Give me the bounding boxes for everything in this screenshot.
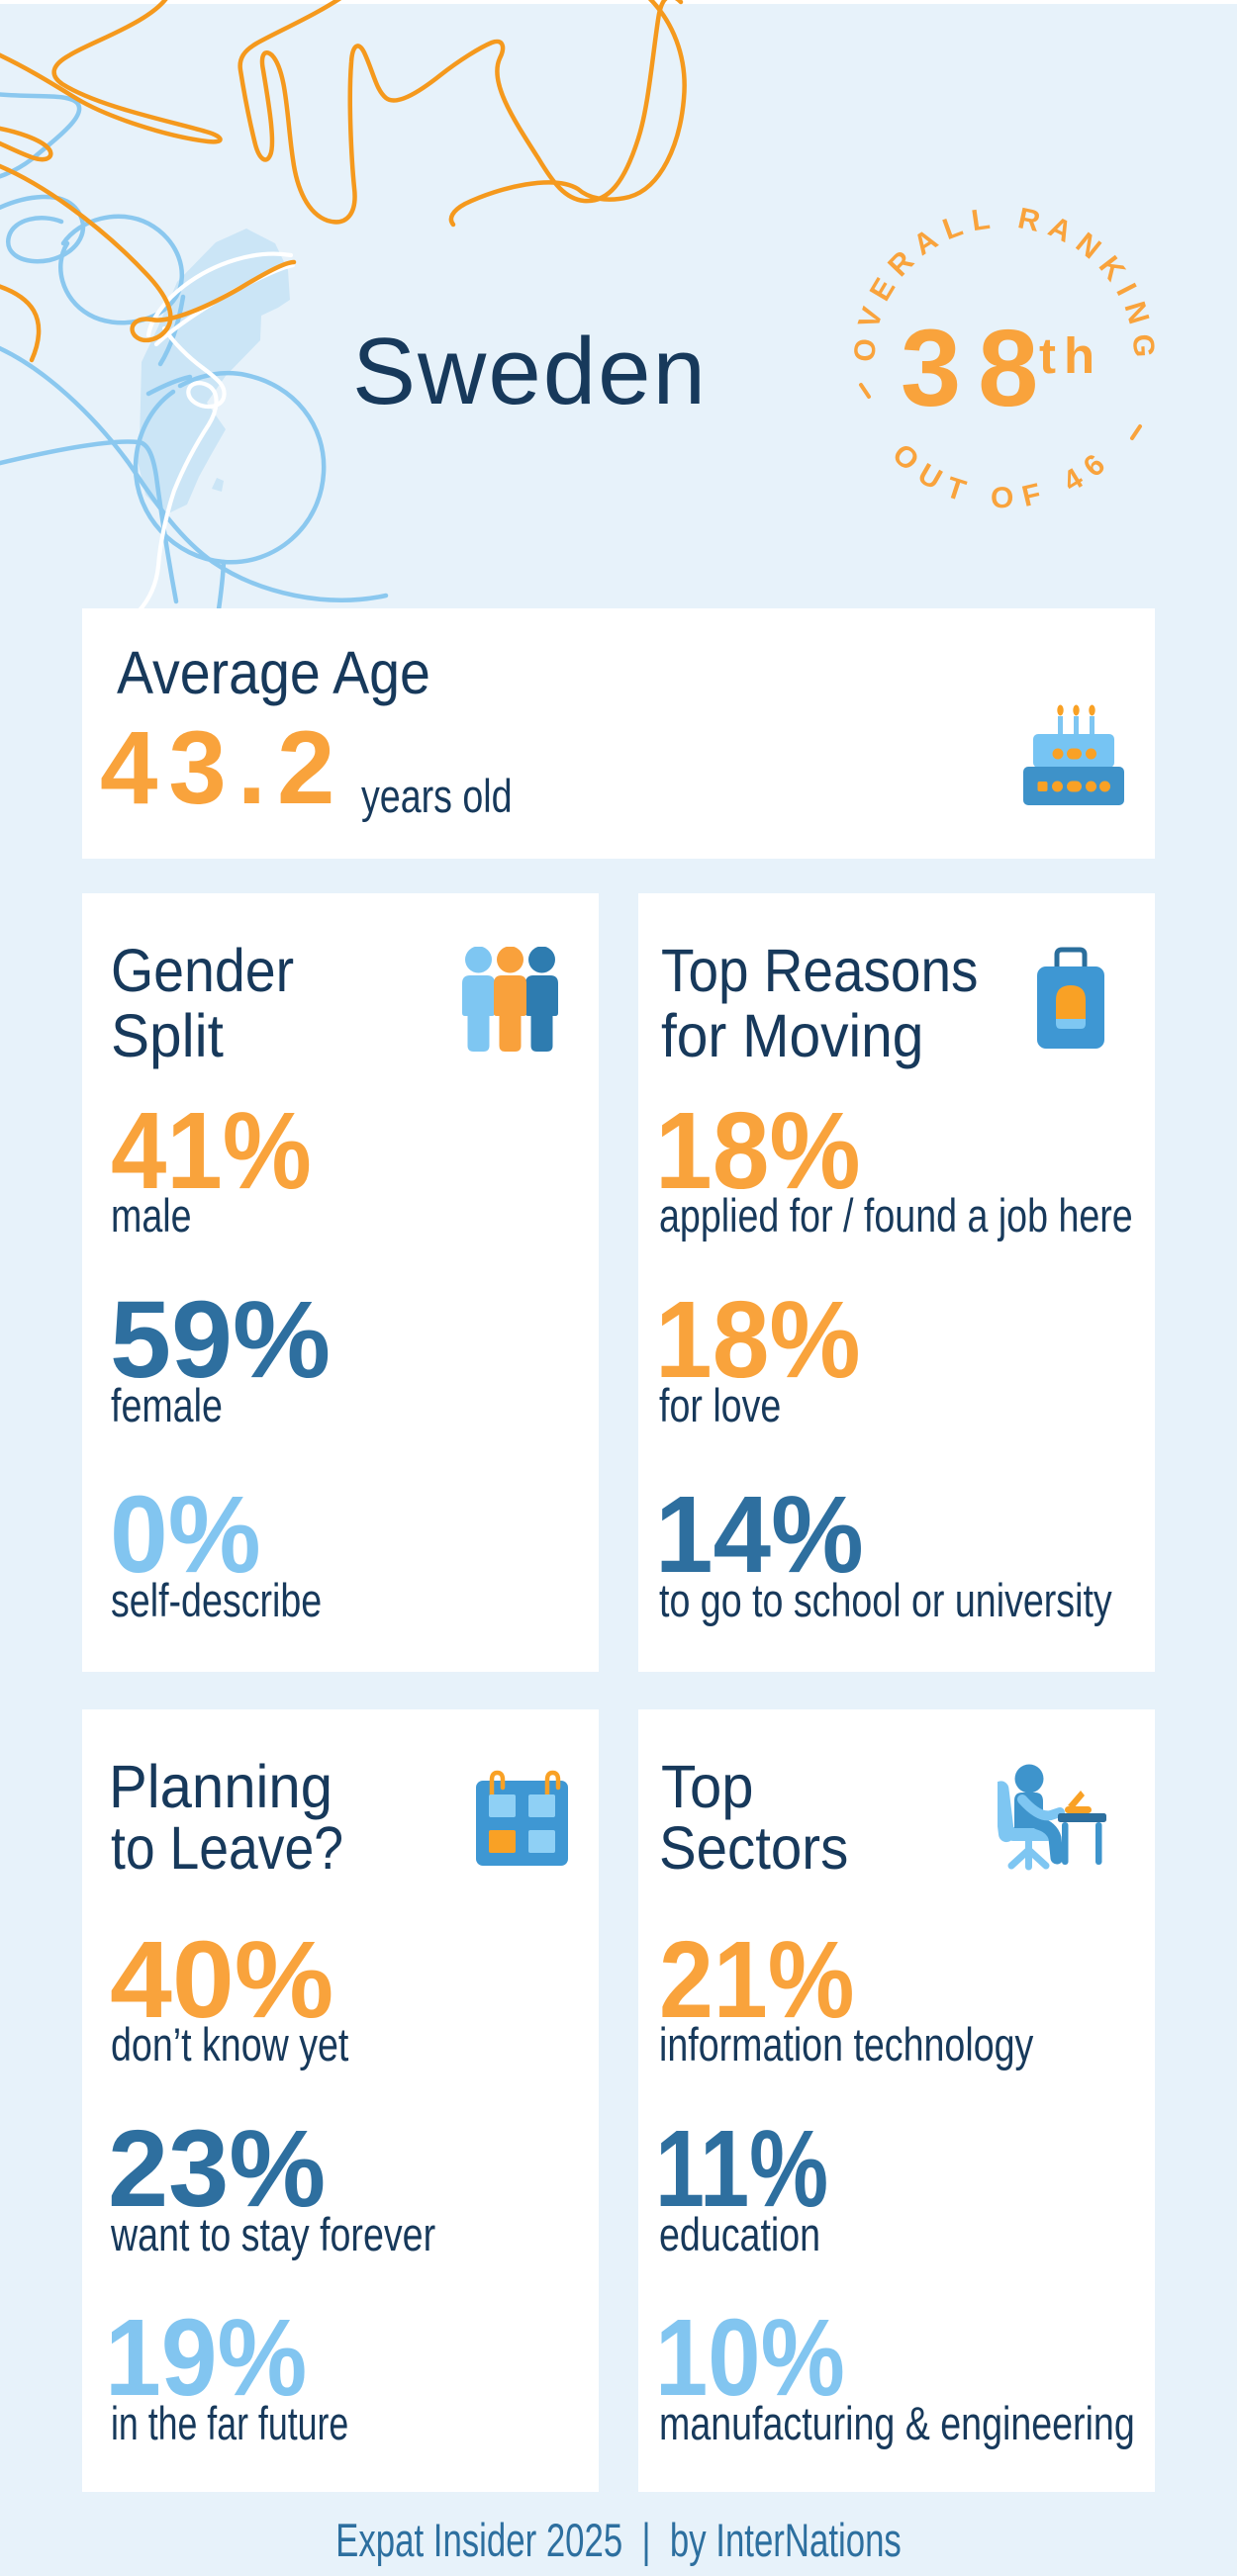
svg-text:OUT OF 46: OUT OF 46 [886,438,1119,515]
